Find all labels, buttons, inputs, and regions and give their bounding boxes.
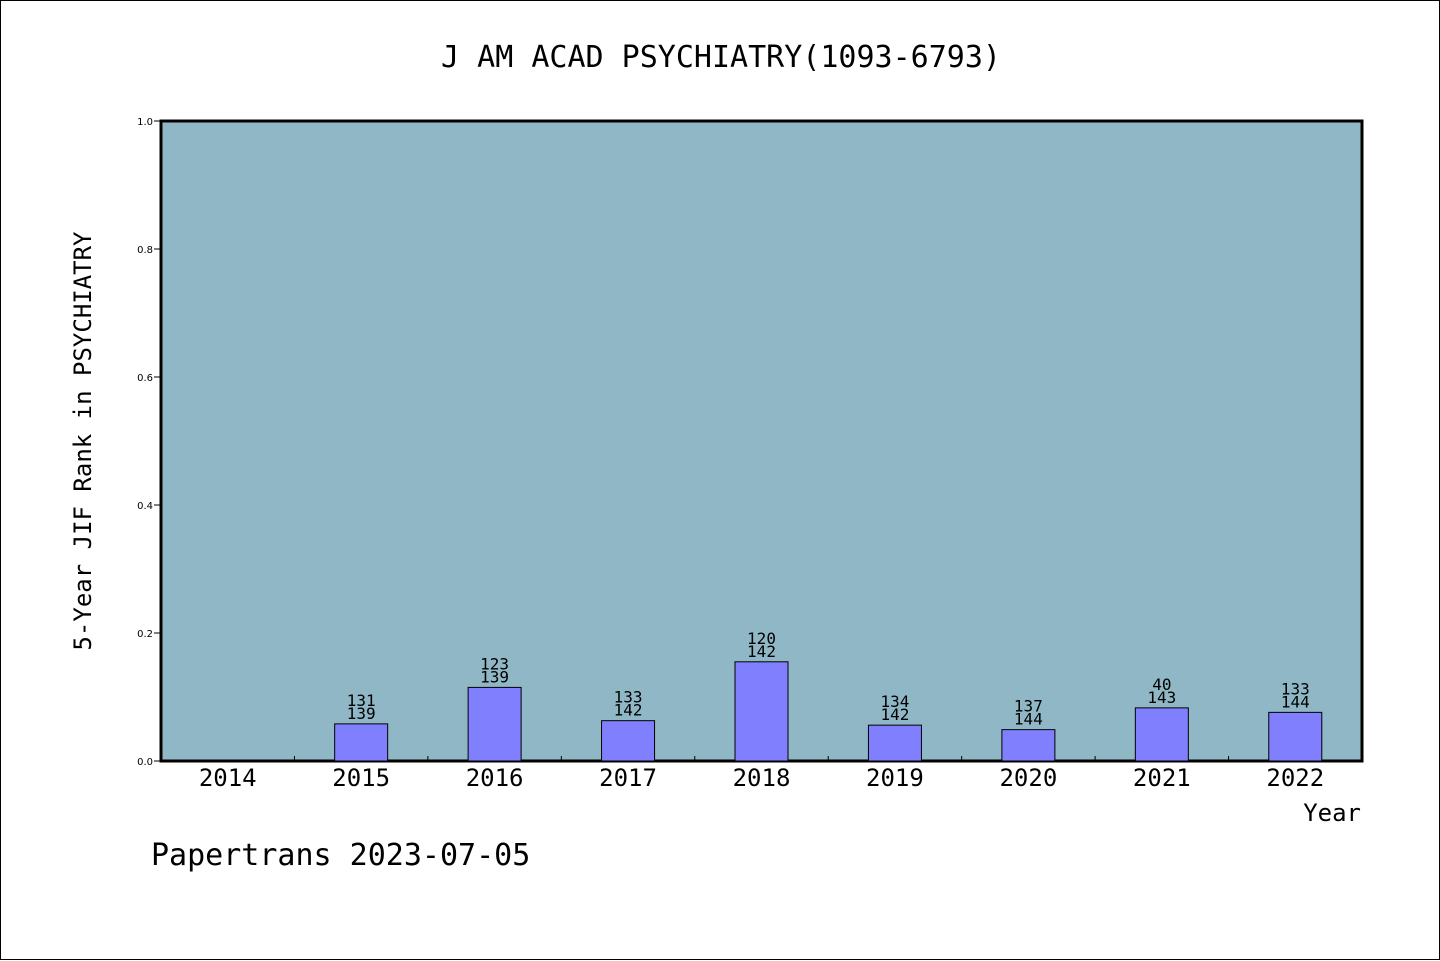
y-tick-label-1.0: 1.0 <box>137 117 153 128</box>
y-tick-label-0.8: 0.8 <box>137 245 153 256</box>
bar-rank-label-2016: 123 <box>480 654 509 673</box>
bar-2022 <box>1268 711 1323 762</box>
bar-rank-label-2022: 133 <box>1281 679 1310 698</box>
bar-rank-label-2019: 134 <box>880 692 909 711</box>
x-tick-label-2017: 2017 <box>599 764 657 792</box>
y-axis-label: 5-Year JIF Rank in PSYCHIATRY <box>69 231 97 651</box>
bar-2019 <box>867 724 922 762</box>
y-tick-label-0.2: 0.2 <box>137 629 153 640</box>
bar-total-label-2018: 142 <box>747 642 776 661</box>
x-tick-label-2019: 2019 <box>866 764 924 792</box>
x-tick-label-2015: 2015 <box>332 764 390 792</box>
bar-2018 <box>734 661 789 762</box>
plot-area <box>159 119 1364 763</box>
bar-rank-label-2018: 120 <box>747 629 776 648</box>
bars-group <box>334 661 1323 762</box>
bar-total-label-2021: 143 <box>1147 688 1176 707</box>
x-tick-label-2020: 2020 <box>999 764 1057 792</box>
bar-total-label-2015: 139 <box>347 704 376 723</box>
bar-rank-label-2020: 137 <box>1014 697 1043 716</box>
bar-2020 <box>1001 729 1056 762</box>
y-tick-label-0.0: 0.0 <box>137 757 153 768</box>
x-axis-label: Year <box>1303 799 1361 827</box>
x-tick-label-2022: 2022 <box>1266 764 1324 792</box>
x-tick-label-2016: 2016 <box>466 764 524 792</box>
bar-rank-label-2021: 40 <box>1152 675 1171 694</box>
y-tick-label-0.4: 0.4 <box>137 501 153 512</box>
chart-title: J AM ACAD PSYCHIATRY(1093-6793) <box>441 40 1001 75</box>
y-tick-label-0.6: 0.6 <box>137 373 153 384</box>
bar-total-label-2017: 142 <box>614 701 643 720</box>
x-axis-ticks: 2014 2015 2016 2017 2018 2019 2020 2021 2022 <box>199 756 1324 792</box>
bar-total-label-2022: 144 <box>1281 692 1310 711</box>
y-axis-ticks: 0.0 0.2 0.4 0.6 0.8 1.0 <box>137 117 161 768</box>
bar-2017 <box>601 720 656 762</box>
bar-rank-label-2017: 133 <box>614 688 643 707</box>
bar-total-label-2020: 144 <box>1014 710 1043 729</box>
bar-total-label-2019: 142 <box>880 705 909 724</box>
bar-2016 <box>467 686 522 762</box>
footer-watermark: Papertrans 2023-07-05 <box>151 838 530 873</box>
bar-total-label-2016: 139 <box>480 667 509 686</box>
bar-rank-label-2015: 131 <box>347 691 376 710</box>
bar-2015 <box>334 723 389 762</box>
x-tick-label-2018: 2018 <box>733 764 791 792</box>
x-tick-label-2014: 2014 <box>199 764 257 792</box>
x-tick-label-2021: 2021 <box>1133 764 1191 792</box>
bar-2021 <box>1134 707 1189 762</box>
